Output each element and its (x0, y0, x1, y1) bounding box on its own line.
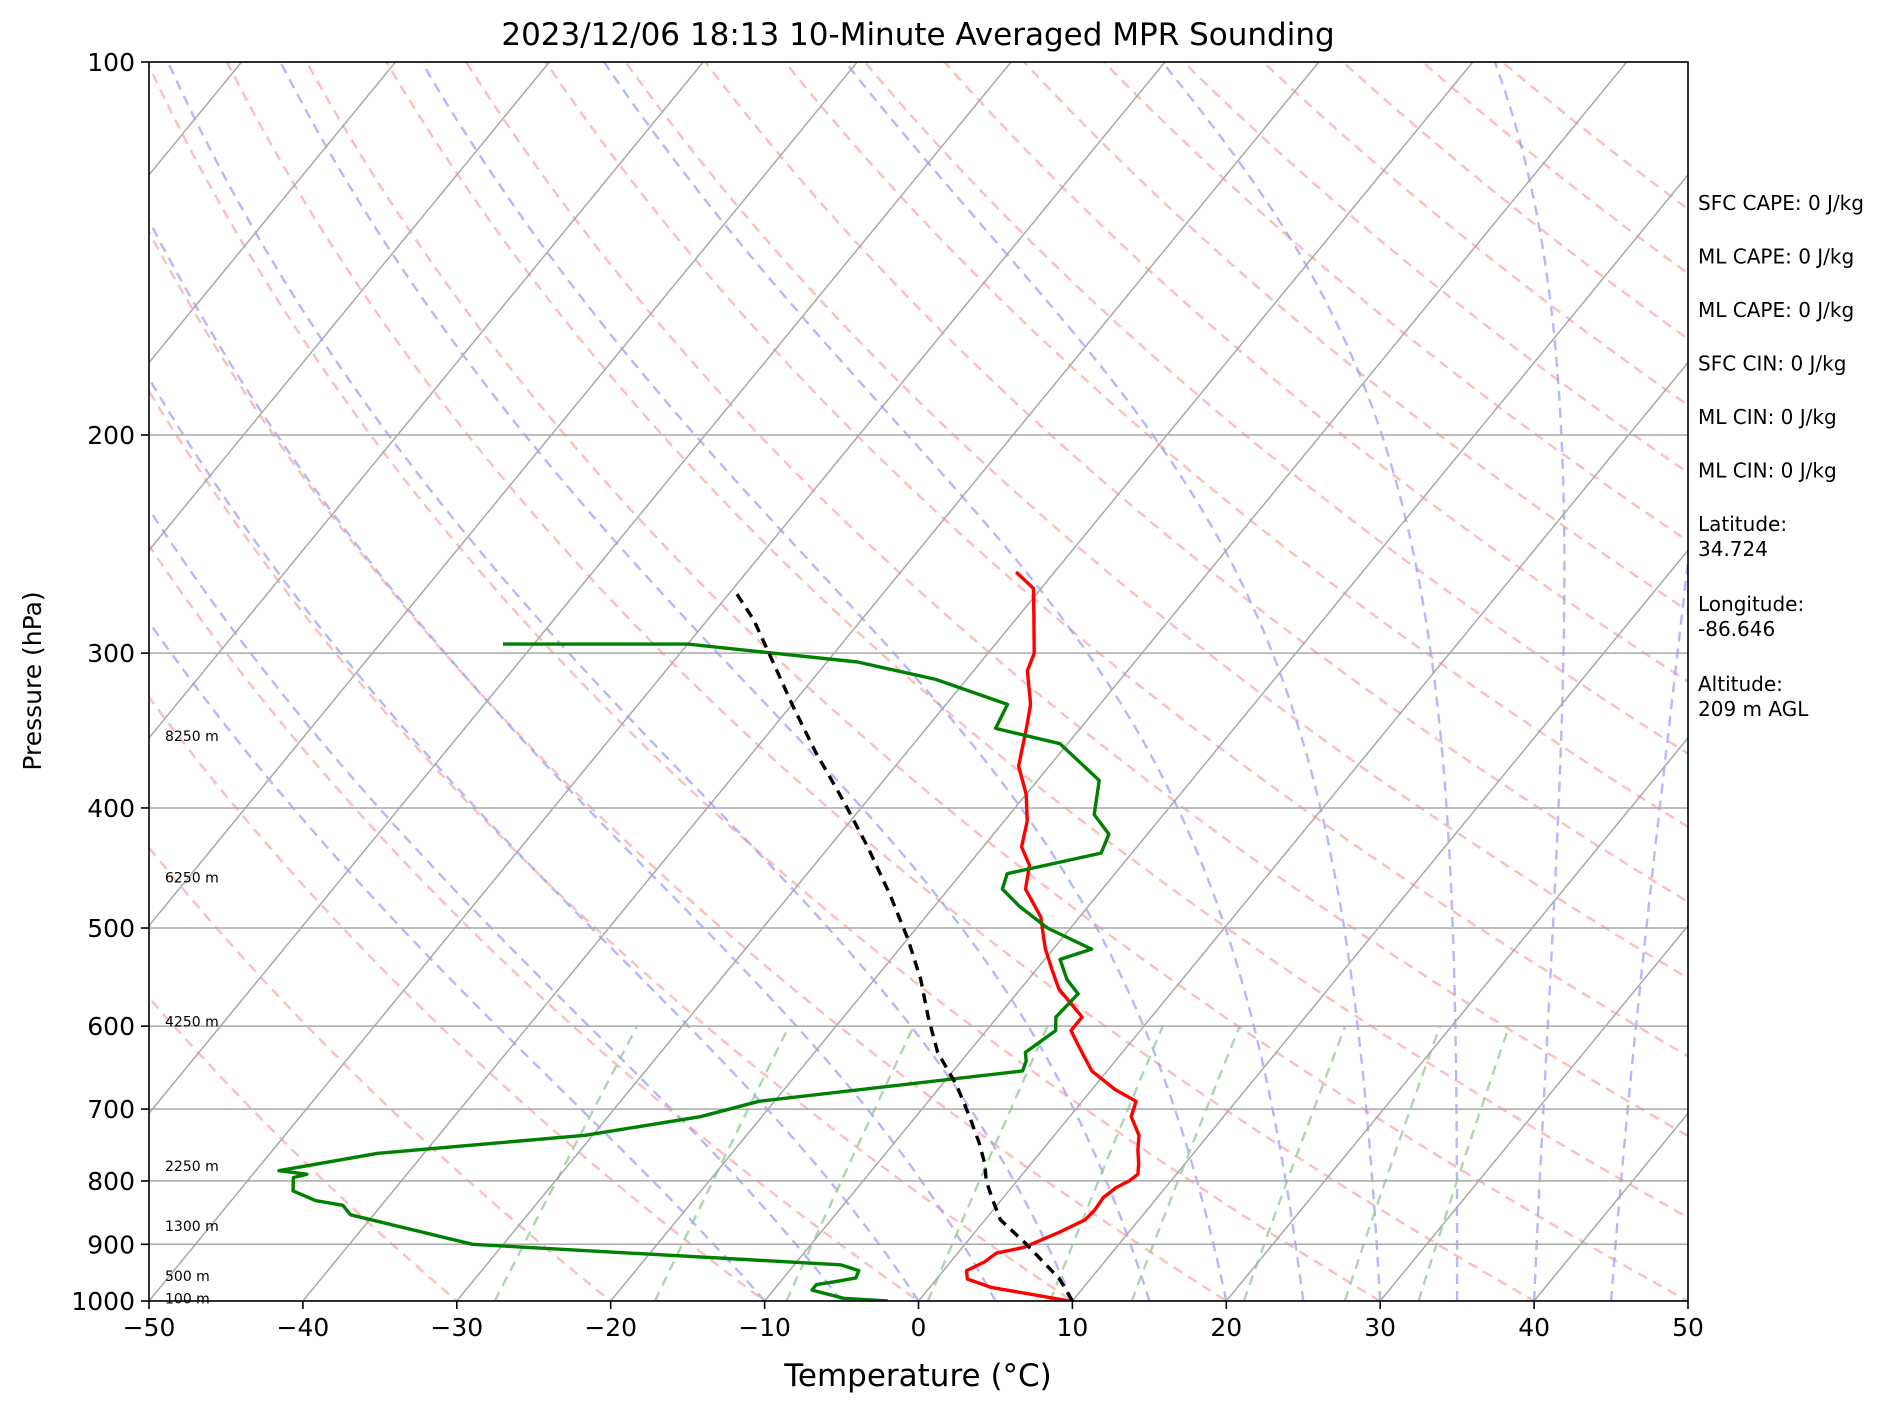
moist-adiabat-line (166, 62, 1074, 1301)
y-tick-label: 800 (87, 1167, 135, 1196)
gridlines (149, 62, 1688, 1301)
moist-adiabat-line (279, 62, 1151, 1301)
info-panel-entry: ML CIN: 0 J/kg (1698, 459, 1837, 483)
x-tick-label: 40 (1518, 1313, 1550, 1342)
isotherm-line (149, 62, 704, 740)
dry-adiabat-line (149, 995, 459, 1301)
parcel-trace (731, 587, 1074, 1301)
x-axis-label: Temperature (°C) (783, 1358, 1052, 1394)
y-tick-label: 100 (87, 48, 135, 77)
x-tick-label: −50 (123, 1313, 176, 1342)
x-tick-label: 50 (1672, 1313, 1704, 1342)
isotherm-line (149, 62, 858, 927)
dry-adiabat-line (624, 62, 1688, 980)
mixing-ratio-line (926, 1025, 1049, 1301)
info-panel-entry: Longitude: -86.646 (1698, 592, 1804, 641)
height-label: 100 m (165, 1291, 210, 1307)
y-tick-label: 200 (87, 421, 135, 450)
dry-adiabat-line (784, 62, 1688, 829)
y-tick-label: 700 (87, 1095, 135, 1124)
height-label: 4250 m (165, 1015, 219, 1031)
info-panel-entry: ML CIN: 0 J/kg (1698, 405, 1837, 429)
isotherm-line (302, 62, 1320, 1301)
moist-adiabat-line (1493, 62, 1566, 1301)
isotherm-line (917, 361, 1688, 1301)
y-tick-label: 300 (87, 639, 135, 668)
moist-adiabat-line (420, 62, 1228, 1301)
dry-adiabat-line (149, 543, 921, 1301)
x-tick-label: 20 (1210, 1313, 1242, 1342)
x-tick-label: 10 (1056, 1313, 1088, 1342)
dry-adiabat-line (225, 62, 1537, 1301)
dry-adiabat-line (544, 62, 1688, 1058)
moist-adiabat-line (149, 376, 920, 1301)
moist-adiabat-line (603, 62, 1305, 1301)
isotherm-line (149, 62, 550, 552)
temperature-trace (964, 570, 1141, 1301)
height-label: 6250 m (165, 870, 219, 886)
dry-adiabat-line (1023, 62, 1688, 613)
moist-adiabat-line (149, 620, 766, 1301)
y-tick-label: 1000 (71, 1287, 135, 1316)
dry-adiabat-line (149, 229, 1229, 1301)
height-label: 2250 m (165, 1159, 219, 1175)
y-tick-label: 600 (87, 1012, 135, 1041)
info-panel-entry: ML CAPE: 0 J/kg (1698, 298, 1854, 322)
dry-adiabat-line (149, 845, 613, 1301)
isotherm-line (456, 62, 1474, 1301)
x-tick-label: −30 (430, 1313, 483, 1342)
axis-ticks: −50 −40 −30 −20 −10 0 10 20 30 40 50 100 200 300 400 50… (71, 48, 1704, 1342)
info-panel-entry: Latitude: 34.724 (1698, 512, 1787, 561)
dry-adiabat-line (149, 388, 1075, 1301)
info-panel: SFC CAPE: 0 J/kg ML CAPE: 0 J/kg ML CAPE: … (1698, 191, 1864, 721)
mixing-ratio-line (493, 1025, 639, 1301)
x-tick-label: −40 (277, 1313, 330, 1342)
isotherm-line (149, 62, 1166, 1301)
height-label: 500 m (165, 1269, 210, 1285)
height-labels: 8250 m 6250 m 4250 m 2250 m 1300 m 500 m 100 m (165, 729, 219, 1307)
mixing-ratio-line (653, 1025, 791, 1301)
chart-title: 2023/12/06 18:13 10-Minute Averaged MPR … (501, 17, 1334, 53)
isotherm-line (1379, 924, 1688, 1301)
info-panel-entry: Altitude: 209 m AGL (1698, 672, 1809, 721)
dry-adiabat-line (305, 62, 1688, 1301)
sounding-traces (277, 570, 1141, 1301)
dewpoint-trace (277, 642, 1111, 1301)
isotherm-line (764, 173, 1688, 1301)
x-tick-label: −10 (738, 1313, 791, 1342)
dry-adiabat-line (863, 62, 1688, 755)
y-axis-label: Pressure (hPa) (18, 591, 47, 770)
isotherm-line (1071, 549, 1688, 1301)
moist-adiabat-line (1609, 550, 1688, 1301)
height-label: 8250 m (165, 729, 219, 745)
x-tick-label: 0 (911, 1313, 927, 1342)
isotherm-line (149, 62, 1012, 1115)
moist-adiabat-line (1161, 62, 1459, 1301)
x-tick-label: −20 (584, 1313, 637, 1342)
dry-adiabat-line (149, 62, 1383, 1301)
isotherm-line (610, 62, 1628, 1301)
info-panel-entry: ML CAPE: 0 J/kg (1698, 245, 1854, 269)
mixing-ratio-line (1048, 1025, 1164, 1301)
isotherm-line (1225, 736, 1688, 1301)
isotherm-line (149, 62, 397, 364)
y-tick-label: 400 (87, 794, 135, 823)
info-panel-entry: SFC CAPE: 0 J/kg (1698, 191, 1864, 215)
info-panel-entry: SFC CIN: 0 J/kg (1698, 352, 1846, 376)
y-tick-label: 500 (87, 914, 135, 943)
height-label: 1300 m (165, 1219, 219, 1235)
y-tick-label: 900 (87, 1230, 135, 1259)
x-tick-label: 30 (1364, 1313, 1396, 1342)
